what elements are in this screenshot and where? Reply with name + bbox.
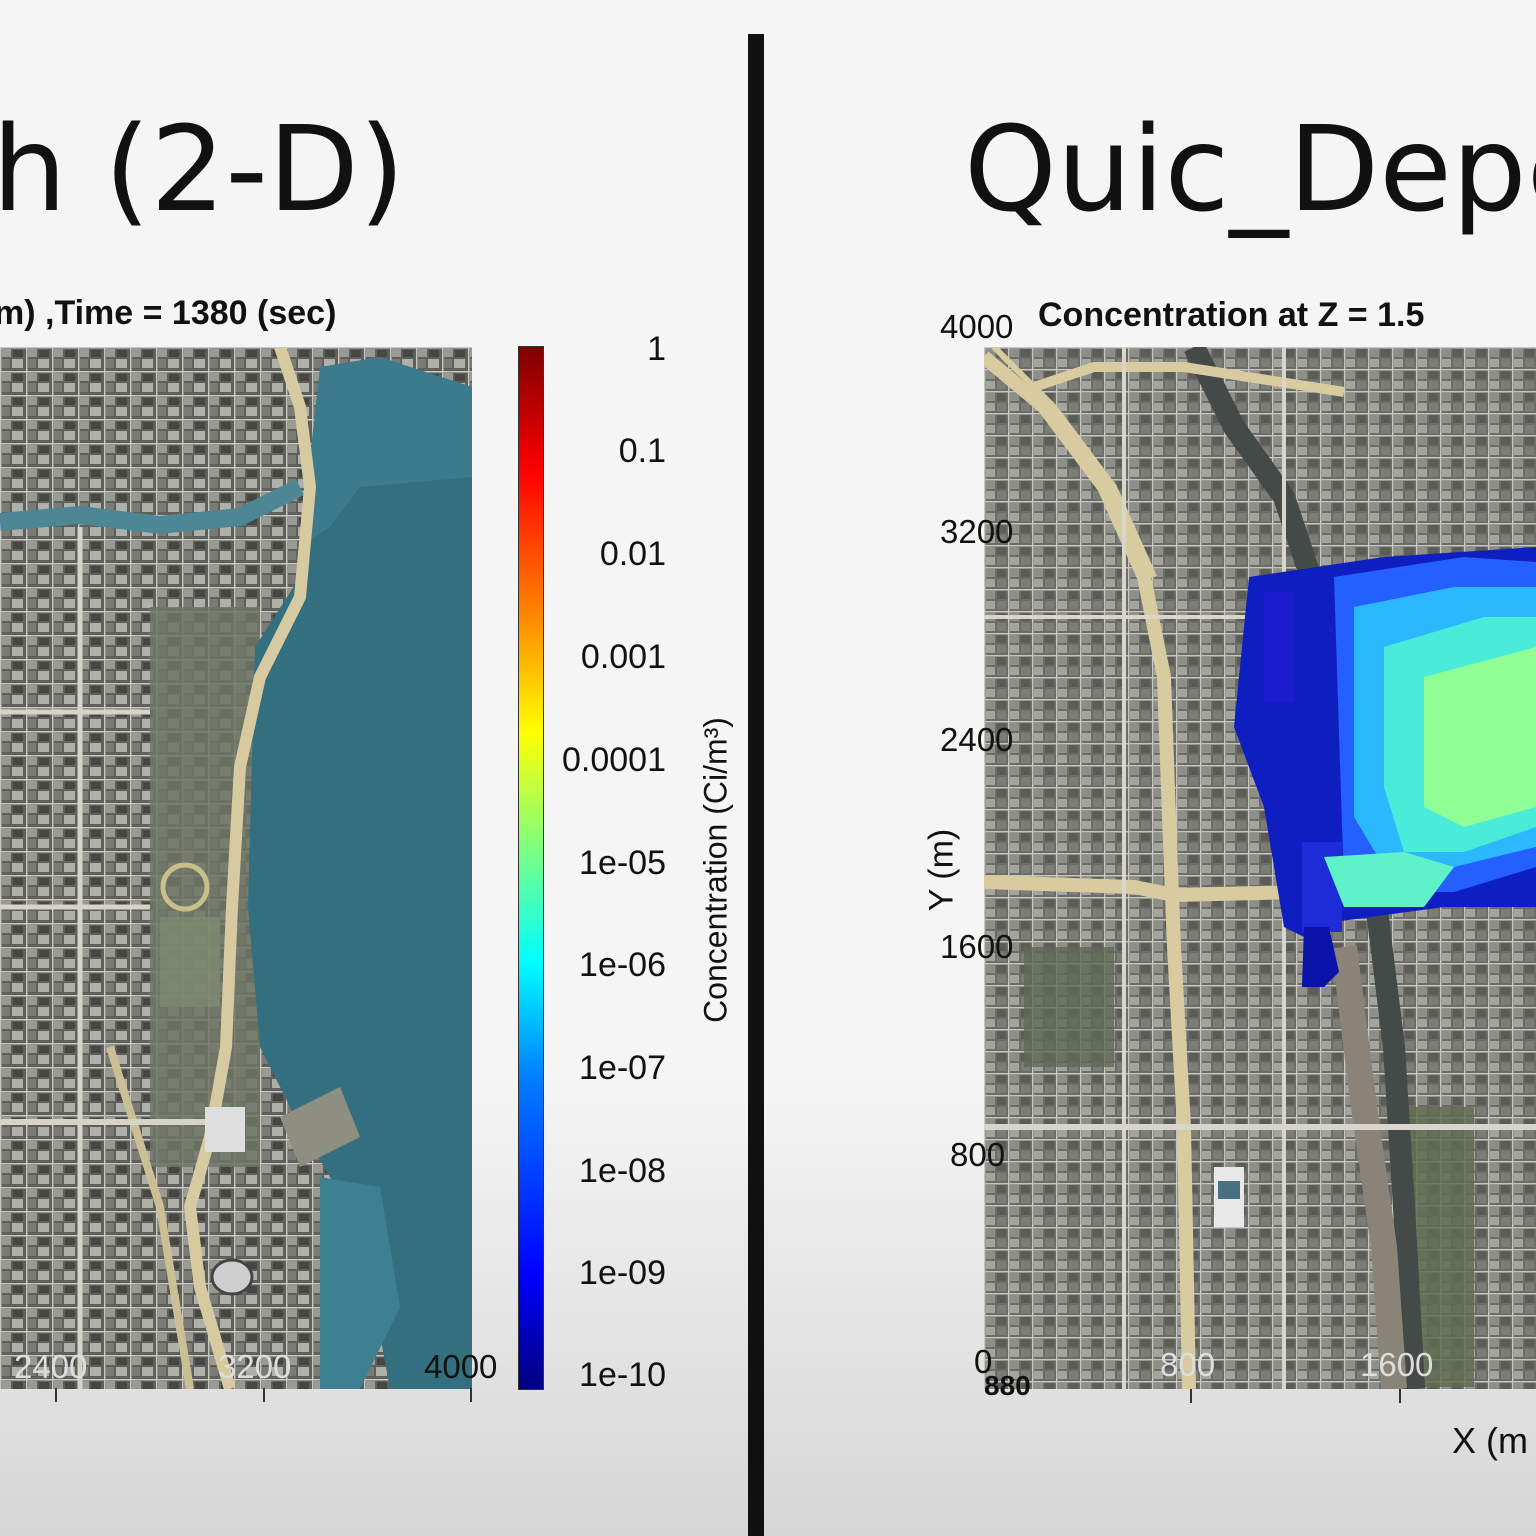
- left-x-tickmark: [55, 1388, 57, 1402]
- colorbar-tick-label: 1e-09: [579, 1254, 666, 1292]
- panel-divider: [748, 34, 764, 1536]
- x-tick-label: 800: [1160, 1346, 1216, 1383]
- colorbar-tick-label: 0.0001: [562, 741, 666, 779]
- left-x-tick: 4000: [424, 1348, 498, 1385]
- colorbar-tick-label: 0.001: [580, 638, 666, 676]
- colorbar-tick-label: 0.01: [599, 535, 666, 573]
- colorbar-tick-label: 1: [647, 330, 666, 368]
- x-tickmark: [1190, 1389, 1192, 1403]
- y-tick-label: 800: [950, 1136, 1006, 1173]
- y-tick-label: 0: [974, 1343, 993, 1380]
- left-plot-title: m) ,Time = 1380 (sec): [0, 294, 337, 332]
- x-axis-label: X (m: [1452, 1420, 1528, 1461]
- left-map-svg: [0, 347, 472, 1389]
- y-tick-label: 3200: [940, 513, 1014, 550]
- y-tick-label: 2400: [940, 721, 1014, 758]
- right-panel: Quic_Depe Concentration at Z = 1.5: [764, 0, 1536, 1536]
- left-x-tick: 3200: [218, 1348, 292, 1385]
- colorbar-tick-label: 1e-07: [579, 1049, 666, 1087]
- right-map-svg: [984, 347, 1536, 1389]
- colorbar-tick-label: 0.1: [618, 432, 666, 470]
- x-tickmark: [1399, 1389, 1401, 1403]
- left-panel: h (2-D) m) ,Time = 1380 (sec): [0, 0, 748, 1536]
- colorbar: [518, 346, 544, 1390]
- colorbar-tick-label: 1e-08: [579, 1152, 666, 1190]
- colorbar-tick-label: 1e-10: [579, 1356, 666, 1394]
- right-plot-title: Concentration at Z = 1.5: [1038, 296, 1425, 334]
- y-tick-label: 1600: [940, 928, 1014, 965]
- left-x-tickmark: [263, 1388, 265, 1402]
- y-axis-label: Y (m): [922, 828, 961, 912]
- y-tick-label: 4000: [940, 308, 1014, 345]
- x-tick-label: 1600: [1360, 1346, 1434, 1383]
- colorbar-tick-label: 1e-06: [579, 946, 666, 984]
- origin-tick-label: 880: [984, 1370, 1031, 1401]
- plume: [1234, 547, 1536, 987]
- right-slide-title: Quic_Depe: [964, 100, 1536, 238]
- left-x-tick: 2400: [14, 1348, 88, 1385]
- colorbar-tick-label: 1e-05: [579, 844, 666, 882]
- left-satellite-map: [0, 347, 472, 1389]
- right-satellite-map: [984, 347, 1536, 1389]
- left-x-tickmark: [470, 1388, 472, 1402]
- colorbar-title: Concentration (Ci/m³): [697, 717, 734, 1023]
- left-slide-title: h (2-D): [0, 100, 405, 238]
